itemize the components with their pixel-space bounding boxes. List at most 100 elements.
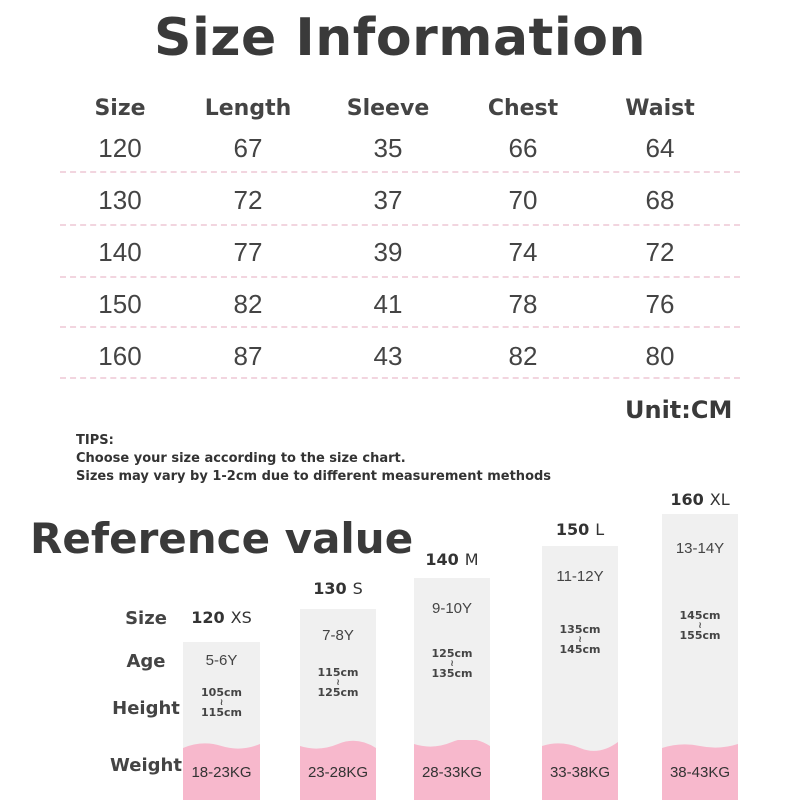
cell-length: 67 [233,132,263,163]
height-min: 135cm [559,623,601,636]
tips-heading: TIPS: [76,433,114,448]
column-weight-value: 18-23KG [191,764,252,781]
column-size-heading: 140 M [414,550,490,569]
tips-line-2: Sizes may vary by 1-2cm due to different… [76,469,552,484]
cell-waist: 64 [645,132,675,163]
unit-label: Unit:CM [625,396,733,424]
reference-column-s: 130 S 7-8Y 115cm ≀ 125cm 23-28KG [300,573,376,800]
height-max: 135cm [431,667,473,680]
header-size: Size [94,95,146,121]
weight-wave [662,744,738,800]
height-max: 125cm [317,686,359,699]
label-weight: Weight [110,755,182,776]
column-age: 13-14Y [675,540,725,557]
column-height: 125cm ≀ 135cm [414,648,490,680]
label-size: Size [125,608,167,629]
cell-waist: 76 [645,288,675,319]
column-height: 115cm ≀ 125cm [300,667,376,699]
row-divider [60,326,740,328]
cell-sleeve: 35 [373,132,403,163]
column-weight-value: 33-38KG [549,764,611,781]
cell-size: 140 [98,236,142,267]
height-tilde: ≀ [336,678,340,688]
column-size-heading: 160 XL [662,490,738,509]
column-size-heading: 120 XS [183,608,260,627]
column-size-letter: XL [709,490,730,509]
header-chest: Chest [487,95,559,121]
column-box: 11-12Y 135cm ≀ 145cm 33-38KG [542,546,618,800]
tips-block: TIPS: Choose your size according to the … [76,432,551,486]
cell-sleeve: 37 [373,184,403,215]
table-row: 150 82 41 78 76 [60,278,740,330]
cell-chest: 70 [508,184,538,215]
cell-waist: 80 [645,340,675,371]
height-min: 145cm [679,609,721,622]
row-divider [60,224,740,226]
weight-wave [542,742,618,800]
column-weight-value: 23-28KG [307,764,369,781]
column-age: 7-8Y [322,627,354,644]
height-min: 115cm [317,666,359,679]
column-age: 9-10Y [431,600,473,617]
column-size-number: 140 [425,550,459,569]
column-weight: 28-33KG [414,740,490,800]
table-header: Size Length Sleeve Chest Waist [60,86,740,130]
cell-length: 72 [233,184,263,215]
cell-length: 82 [233,288,263,319]
table-row: 130 72 37 70 68 [60,174,740,226]
reference-title: Reference value [30,514,414,563]
cell-sleeve: 43 [373,340,403,371]
cell-size: 160 [98,340,142,371]
row-divider [60,171,740,173]
cell-chest: 78 [508,288,538,319]
column-box: 13-14Y 145cm ≀ 155cm 38-43KG [662,514,738,800]
cell-sleeve: 41 [373,288,403,319]
column-size-number: 160 [670,490,704,509]
column-height: 105cm ≀ 115cm [183,687,260,719]
reference-column-xs: 120 XS 5-6Y 105cm ≀ 115cm 18-23KG [183,602,260,800]
height-tilde: ≀ [219,698,224,708]
height-tilde: ≀ [450,659,454,669]
weight-wave [300,740,376,800]
cell-length: 77 [233,236,263,267]
reference-column-l: 150 L 11-12Y 135cm ≀ 145cm 33-38KG [542,514,618,800]
column-size-heading: 130 S [300,579,376,598]
height-tilde: ≀ [578,635,582,645]
header-waist: Waist [625,95,695,121]
header-length: Length [204,95,292,121]
table-row: 160 87 43 82 80 [60,330,740,382]
column-height: 135cm ≀ 145cm [542,624,618,656]
header-sleeve: Sleeve [346,95,430,121]
cell-size: 120 [98,132,142,163]
column-weight-value: 28-33KG [421,764,483,781]
height-min: 105cm [201,686,242,699]
cell-chest: 74 [508,236,538,267]
cell-length: 87 [233,340,263,371]
cell-waist: 72 [645,236,675,267]
cell-chest: 66 [508,132,538,163]
page-title: Size Information [154,8,646,68]
column-size-letter: S [352,579,363,598]
column-size-letter: L [595,520,605,539]
column-weight-value: 38-43KG [669,764,731,781]
cell-size: 150 [98,288,142,319]
column-box: 9-10Y 125cm ≀ 135cm 28-33KG [414,578,490,800]
column-weight: 23-28KG [300,740,376,800]
height-max: 145cm [559,643,601,656]
column-weight: 18-23KG [183,740,260,800]
column-size-number: 120 [191,608,225,627]
column-box: 5-6Y 105cm ≀ 115cm 18-23KG [183,642,260,800]
column-size-heading: 150 L [542,520,618,539]
column-age: 5-6Y [205,652,238,669]
column-size-number: 150 [555,520,590,539]
label-age: Age [126,651,166,672]
column-height: 145cm ≀ 155cm [662,610,738,642]
reference-column-m: 140 M 9-10Y 125cm ≀ 135cm 28-33KG [414,544,490,800]
table-row: 140 77 39 74 72 [60,226,740,278]
column-box: 7-8Y 115cm ≀ 125cm 23-28KG [300,609,376,800]
column-age: 11-12Y [556,568,604,585]
weight-wave [183,743,260,800]
height-max: 115cm [201,706,242,719]
reference-column-xl: 160 XL 13-14Y 145cm ≀ 155cm 38-43KG [662,484,738,800]
label-height: Height [112,698,180,719]
